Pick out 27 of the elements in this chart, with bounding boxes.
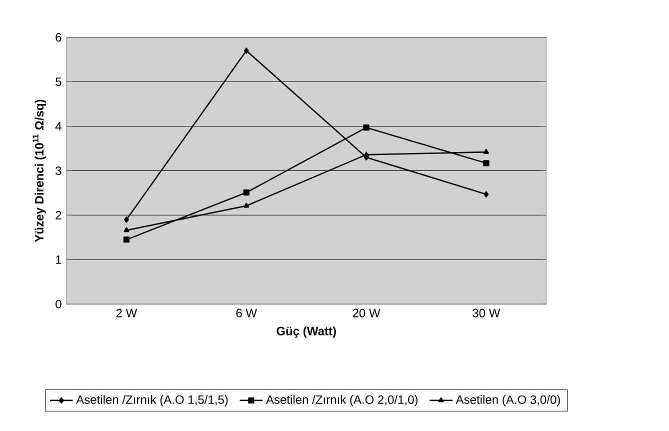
point	[483, 160, 490, 166]
y-axis-title: Yüzey Direnci (10$^{11}$ Ω/sq)	[32, 100, 46, 242]
x-tick-label: 6 W	[236, 308, 258, 318]
point	[244, 47, 249, 54]
y-tick-label: 2	[56, 210, 62, 220]
x-tick-label: 2 W	[116, 308, 138, 317]
point	[124, 227, 130, 232]
point	[244, 202, 250, 208]
point	[483, 148, 489, 154]
y-tick-label: 3	[56, 166, 62, 175]
x-axis-title: Güç (Watt)	[276, 326, 336, 338]
x-tick-label: 30 W	[472, 308, 500, 318]
legend-label: Asetilen /Zırnık (A.O 1,5/1,5)	[76, 394, 228, 406]
y-tick-label: 4	[55, 122, 62, 130]
y-tick-label: 1	[56, 255, 62, 264]
point	[484, 190, 489, 198]
point	[123, 236, 130, 242]
point	[124, 216, 129, 222]
point	[363, 124, 370, 130]
point	[364, 151, 370, 156]
legend-label: Asetilen /Zırnık (A.O 2,0/1,0)	[266, 394, 418, 406]
point	[243, 189, 250, 196]
x-tick-label: 20 W	[352, 308, 380, 318]
y-tick-label: 5	[56, 77, 62, 86]
legend-label: Asetilen (A.O 3,0/0)	[456, 394, 560, 406]
y-tick-label: 0	[56, 300, 62, 308]
y-tick-label: 6	[56, 32, 62, 42]
